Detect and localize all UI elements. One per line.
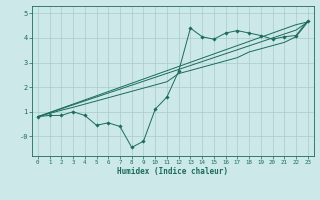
X-axis label: Humidex (Indice chaleur): Humidex (Indice chaleur): [117, 167, 228, 176]
